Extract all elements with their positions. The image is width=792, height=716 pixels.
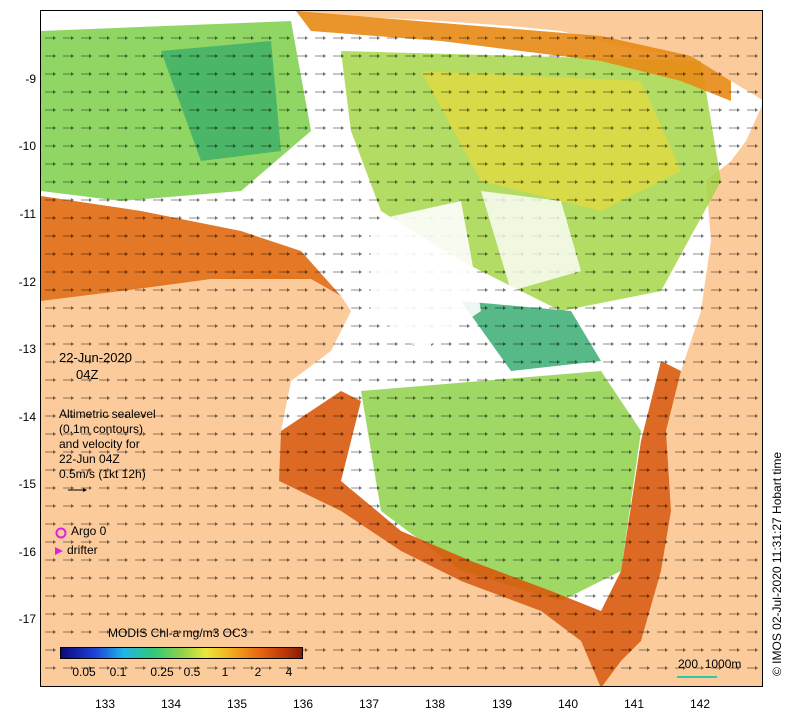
colorbar-tick: 0.25 bbox=[150, 665, 174, 679]
x-tick: 136 bbox=[292, 697, 314, 711]
legend-line: 0.5m/s (1kt 12h) bbox=[59, 467, 146, 481]
y-tick: -11 bbox=[19, 207, 36, 221]
credit-text: © IMOS 02-Jul-2020 11:31:27 Hobart time bbox=[770, 451, 784, 676]
colorbar-tick: 0.1 bbox=[109, 665, 127, 679]
scale-label: 200 1000m bbox=[678, 657, 742, 671]
drifter-label: drifter bbox=[67, 543, 98, 557]
y-tick: -16 bbox=[18, 545, 36, 559]
colorbar-tick: 2 bbox=[254, 665, 262, 679]
map-date: 22-Jun-2020 bbox=[59, 350, 132, 365]
x-tick: 133 bbox=[94, 697, 116, 711]
colorbar-title: MODIS Chl-a mg/m3 OC3 bbox=[108, 626, 248, 640]
y-tick: -13 bbox=[18, 342, 36, 356]
colorbar-tick: 0.05 bbox=[72, 665, 96, 679]
x-tick: 141 bbox=[623, 697, 645, 711]
argo-marker-icon bbox=[55, 527, 67, 539]
legend-line: and velocity for bbox=[59, 437, 140, 451]
y-tick: -10 bbox=[18, 139, 36, 153]
x-tick: 137 bbox=[358, 697, 380, 711]
x-tick: 134 bbox=[160, 697, 182, 711]
colorbar bbox=[60, 647, 303, 659]
colorbar-tick: 4 bbox=[285, 665, 293, 679]
x-tick: 135 bbox=[226, 697, 248, 711]
y-tick: -15 bbox=[18, 477, 36, 491]
x-tick: 139 bbox=[491, 697, 513, 711]
colorbar-tick: 1 bbox=[221, 665, 229, 679]
x-tick: 142 bbox=[689, 697, 711, 711]
current-vectors bbox=[41, 31, 762, 671]
legend-line: (0.1m contours) bbox=[59, 422, 144, 436]
y-tick: -9 bbox=[25, 72, 36, 86]
map-time: 04Z bbox=[76, 367, 99, 382]
legend-line: 22-Jun 04Z bbox=[59, 452, 120, 466]
map-canvas bbox=[41, 11, 762, 686]
y-tick: -14 bbox=[18, 410, 36, 424]
x-tick: 140 bbox=[557, 697, 579, 711]
legend-line: Altimetric sealevel bbox=[59, 407, 156, 421]
cloud-1 bbox=[371, 201, 481, 351]
map-frame bbox=[40, 10, 763, 687]
x-tick: 138 bbox=[424, 697, 446, 711]
y-tick: -12 bbox=[18, 275, 36, 289]
drifter-marker-icon bbox=[55, 547, 63, 555]
colorbar-tick: 0.5 bbox=[183, 665, 201, 679]
cloud-2 bbox=[481, 191, 581, 291]
y-tick: -17 bbox=[18, 612, 36, 626]
argo-label: Argo 0 bbox=[71, 524, 107, 538]
